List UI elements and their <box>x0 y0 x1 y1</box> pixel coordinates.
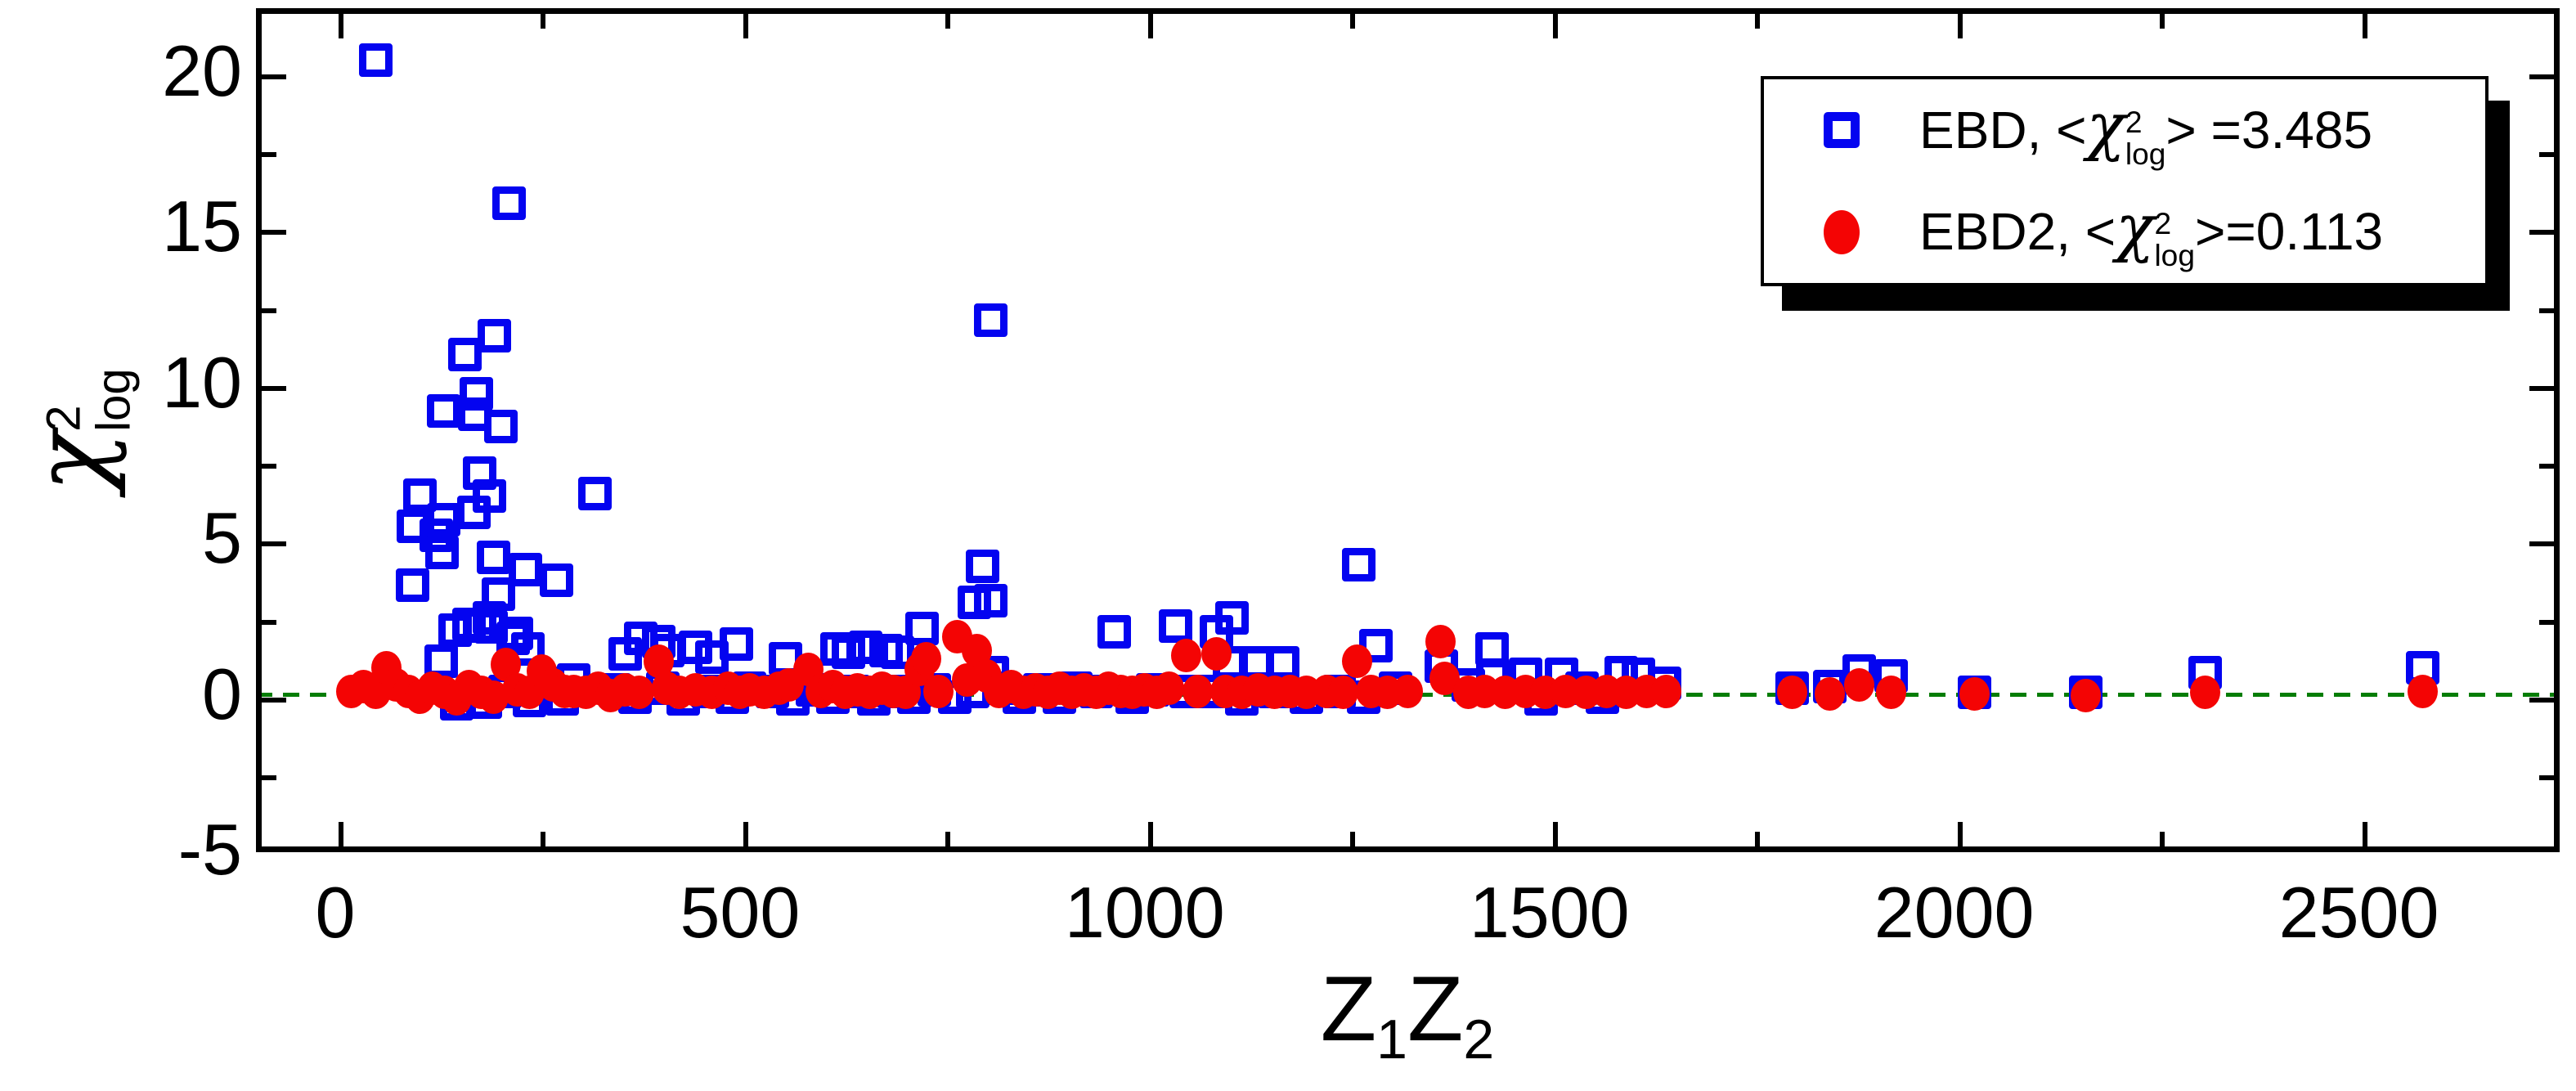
y-tick-label: 20 <box>162 29 242 111</box>
ebd2-point <box>2189 676 2220 710</box>
ebd2-point <box>1182 674 1213 708</box>
y-tick-label: -5 <box>177 809 242 891</box>
ebd2-point <box>1201 636 1232 671</box>
ebd2-point <box>911 641 942 676</box>
ebd2-point <box>1650 674 1681 708</box>
ebd2-filled-circle-icon <box>1824 209 1860 254</box>
ebd-point <box>1341 548 1376 582</box>
ebd-point <box>459 376 493 411</box>
ebd2-point <box>2071 679 2102 713</box>
ebd-point <box>720 627 754 662</box>
ebd-point <box>848 631 882 665</box>
ebd-point <box>832 635 866 669</box>
y-tick-label: 15 <box>162 186 242 267</box>
ebd-point <box>477 319 511 353</box>
legend-label-ebd2: EBD2, <χ 2 log >=0.113 <box>1919 191 2384 273</box>
legend-row-ebd2: EBD2, <χ 2 log >=0.113 <box>1764 183 2485 281</box>
ebd2-point <box>1844 667 1875 702</box>
x-tick-label: 2000 <box>1874 872 2035 953</box>
y-axis-title: χ 2 log <box>11 368 140 492</box>
y-tick-label: 5 <box>202 497 242 579</box>
ebd-point <box>456 495 491 529</box>
x-title-z2: Z <box>1407 958 1464 1060</box>
ebd-point <box>974 584 1008 618</box>
legend-row-ebd: EBD, <χ 2 log > =3.485 <box>1764 81 2485 179</box>
x-tick-label: 500 <box>680 872 801 953</box>
ebd-point <box>974 303 1008 338</box>
ebd-point <box>492 186 527 221</box>
ebd2-point <box>1425 624 1456 658</box>
ebd-point <box>1158 608 1192 643</box>
ebd-point <box>484 409 518 443</box>
ebd2-point <box>1154 671 1184 705</box>
ebd-point <box>881 635 915 669</box>
ebd-point <box>395 568 429 603</box>
ebd-point <box>578 476 613 510</box>
ebd2-point <box>1959 677 1990 712</box>
ebd2-point <box>1327 676 1358 710</box>
ebd-point <box>358 43 393 78</box>
ebd2-point <box>1814 677 1845 712</box>
x-tick-label: 1500 <box>1469 872 1630 953</box>
ebd2-point <box>1341 644 1372 679</box>
ebd2-point <box>1393 674 1423 708</box>
ebd2-point <box>623 676 654 710</box>
ebd-point <box>1215 601 1250 635</box>
ebd-point <box>476 540 510 574</box>
x-title-z1: Z <box>1320 958 1377 1060</box>
ebd-point <box>1097 615 1131 649</box>
y-title-sub: log <box>86 368 140 432</box>
legend-marker-area <box>1764 209 1919 254</box>
ebd-point <box>425 536 460 570</box>
x-title-sub2: 2 <box>1463 1008 1495 1071</box>
ebd2-point <box>1170 638 1201 672</box>
x-tick-label: 0 <box>315 872 356 953</box>
y-tick-label: 0 <box>202 653 242 734</box>
x-axis-title: Z1Z2 <box>1320 958 1495 1070</box>
plot-area <box>256 8 2560 852</box>
ebd-point <box>509 552 543 586</box>
ebd-point <box>905 612 940 646</box>
y-title-chi: χ <box>11 431 128 492</box>
ebd-point <box>403 478 438 512</box>
ebd-open-square-icon <box>1824 112 1860 149</box>
x-tick-label: 2500 <box>2278 872 2439 953</box>
ebd2-point <box>922 674 954 708</box>
ebd-point <box>462 608 496 643</box>
ebd2-point <box>1875 676 1906 710</box>
ebd-point <box>427 393 461 428</box>
legend: EBD, <χ 2 log > =3.485 EBD2, <χ 2 log >=0.113 <box>1761 76 2488 286</box>
ebd-point <box>539 563 573 598</box>
x-tick-label: 1000 <box>1064 872 1225 953</box>
x-title-sub1: 1 <box>1376 1008 1407 1071</box>
ebd2-point <box>2408 674 2439 708</box>
legend-marker-area <box>1764 112 1919 149</box>
y-title-sup: 2 <box>36 405 90 432</box>
ebd-point <box>447 338 482 372</box>
legend-label-ebd: EBD, <χ 2 log > =3.485 <box>1919 89 2373 171</box>
ebd-point <box>420 519 454 553</box>
y-tick-label: 10 <box>162 341 242 423</box>
ebd2-point <box>1777 676 1808 710</box>
ebd-point <box>966 550 1000 584</box>
